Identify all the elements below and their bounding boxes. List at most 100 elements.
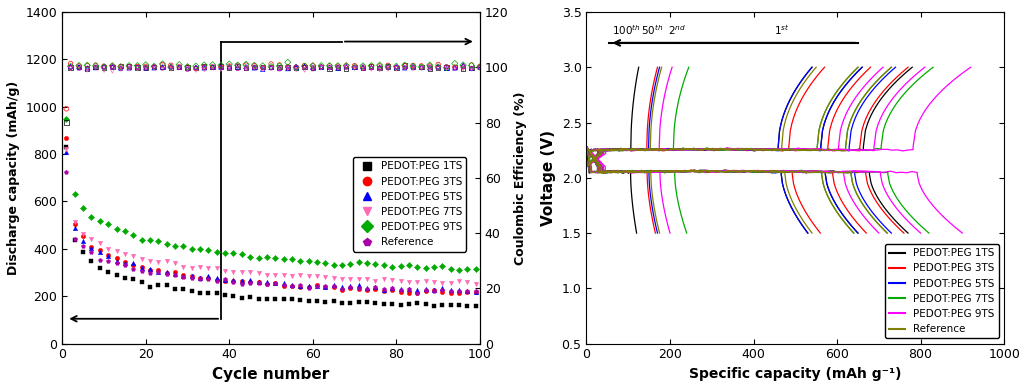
Point (208, 278, 225, 284)
Point (434, 284, 451, 291)
Point (321, 64, 338, 70)
Point (233, 251, 250, 258)
Point (158, 241, 175, 247)
Point (421, 63, 438, 69)
Point (313, 63, 330, 70)
Point (204, 64, 221, 70)
Text: $2^{nd}$: $2^{nd}$ (668, 24, 686, 37)
Point (455, 64, 471, 70)
Point (142, 267, 158, 273)
Point (200, 265, 217, 271)
Point (426, 288, 443, 294)
Point (63, 65, 79, 72)
Point (288, 67, 304, 73)
Point (405, 64, 421, 70)
Point (63, 65, 79, 71)
Point (238, 63, 255, 70)
Point (166, 272, 183, 278)
Point (376, 301, 392, 307)
Point (275, 280, 292, 286)
Point (296, 67, 312, 73)
Point (188, 64, 204, 70)
Legend: PEDOT:PEG 1TS, PEDOT:PEG 3TS, PEDOT:PEG 5TS, PEDOT:PEG 7TS, PEDOT:PEG 9TS, Refer: PEDOT:PEG 1TS, PEDOT:PEG 3TS, PEDOT:PEG … (352, 157, 466, 252)
Point (334, 300, 350, 307)
Point (255, 66, 271, 72)
Point (309, 282, 326, 288)
Point (134, 279, 150, 286)
Point (192, 290, 208, 296)
Point (372, 65, 388, 71)
Point (96, 64, 112, 70)
Point (326, 262, 342, 268)
Point (251, 279, 267, 286)
Point (275, 272, 292, 278)
Point (388, 64, 405, 70)
Point (125, 231, 142, 238)
Point (176, 263, 192, 270)
Point (434, 280, 451, 286)
Point (309, 283, 326, 289)
Point (208, 249, 225, 256)
Point (67, 219, 83, 225)
Point (184, 275, 200, 281)
Point (426, 303, 443, 309)
Point (104, 64, 120, 70)
Point (380, 62, 396, 68)
Point (305, 64, 321, 70)
Point (63, 60, 79, 67)
Point (180, 67, 196, 73)
Point (384, 285, 401, 291)
Point (142, 284, 158, 290)
Point (117, 259, 134, 265)
Point (384, 277, 401, 283)
Point (455, 65, 471, 72)
Point (83, 214, 100, 220)
Point (463, 62, 480, 68)
Point (117, 251, 134, 257)
Point (166, 286, 183, 292)
Point (108, 255, 124, 261)
Point (279, 65, 296, 72)
Point (409, 264, 425, 270)
Point (342, 283, 358, 289)
Point (368, 284, 384, 290)
Point (146, 64, 162, 70)
Point (467, 280, 484, 287)
Point (417, 265, 433, 272)
Point (413, 63, 429, 69)
Point (221, 61, 237, 67)
Point (192, 274, 208, 280)
Point (317, 284, 334, 291)
Point (372, 62, 388, 68)
Point (439, 64, 455, 70)
Point (238, 65, 255, 71)
Point (100, 253, 116, 259)
Point (213, 64, 229, 70)
Point (279, 65, 296, 72)
Point (150, 282, 166, 289)
Point (204, 64, 221, 70)
Point (225, 269, 241, 275)
Point (217, 278, 233, 284)
Point (330, 64, 346, 70)
Point (471, 65, 488, 71)
Point (238, 62, 255, 68)
Point (283, 256, 300, 263)
Point (296, 64, 312, 70)
Point (463, 66, 480, 72)
Point (221, 64, 237, 70)
Point (158, 282, 175, 289)
Point (350, 286, 367, 292)
Point (388, 66, 405, 72)
Point (238, 61, 255, 67)
Point (91, 257, 108, 263)
Point (467, 289, 484, 295)
Point (121, 63, 138, 69)
Point (129, 66, 146, 72)
Point (100, 221, 116, 227)
Point (301, 258, 317, 265)
Point (158, 270, 175, 277)
Point (271, 66, 288, 72)
Point (292, 282, 308, 289)
Point (170, 64, 187, 70)
